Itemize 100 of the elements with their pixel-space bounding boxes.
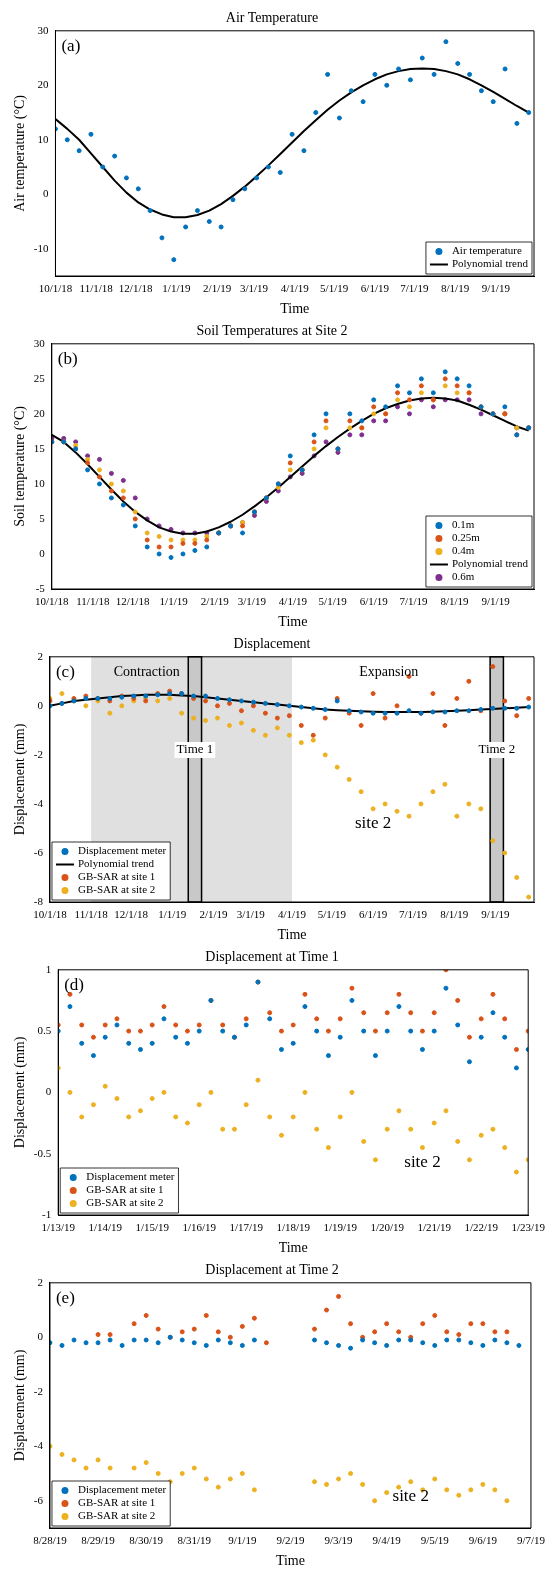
x-tick-label: 1/17/19 <box>229 1221 264 1234</box>
legend-label: 0.25m <box>451 531 481 544</box>
y-tick-label: -1 <box>42 1207 52 1220</box>
x-axis-title: Time <box>278 1240 308 1256</box>
x-tick-label: 1/22/19 <box>464 1221 499 1234</box>
y-tick-label: 0 <box>39 546 46 559</box>
x-tick-label: 3/1/19 <box>239 282 269 295</box>
y-tick-label: -4 <box>33 796 44 809</box>
y-tick-label: 0 <box>45 1085 52 1098</box>
x-tick-label: 6/1/19 <box>360 282 390 295</box>
annotation: (e) <box>55 1288 75 1308</box>
y-tick-label: 20 <box>33 406 46 419</box>
legend-label: GB-SAR at site 2 <box>77 1509 156 1522</box>
x-tick-label: 3/1/19 <box>236 908 266 921</box>
x-tick-label: 5/1/19 <box>318 595 348 608</box>
x-tick-label: 1/13/19 <box>41 1221 76 1234</box>
x-tick-label: 9/1/19 <box>481 282 511 295</box>
y-tick-label: 1 <box>45 962 52 975</box>
x-tick-label: 10/1/18 <box>38 282 73 295</box>
legend-label: 0.4m <box>451 544 475 557</box>
chart-title: Air Temperature <box>225 10 319 26</box>
x-tick-label: 2/1/19 <box>199 908 229 921</box>
x-tick-label: 11/1/18 <box>74 908 109 921</box>
x-tick-label: 4/1/19 <box>280 282 310 295</box>
x-tick-label: 8/29/19 <box>81 1534 116 1547</box>
y-axis-title: Displacement (mm) <box>12 723 29 836</box>
legend-label: GB-SAR at site 1 <box>77 1496 156 1509</box>
y-axis-title: Displacement (mm) <box>12 1349 29 1462</box>
x-tick-label: 11/1/18 <box>76 595 110 608</box>
x-axis-title: Time <box>277 927 307 943</box>
x-tick-label: 6/1/19 <box>359 908 388 921</box>
x-tick-label: 8/30/19 <box>129 1534 164 1547</box>
y-tick-label: 0 <box>37 698 44 711</box>
x-tick-label: 2/1/19 <box>200 595 230 608</box>
legend-label: GB-SAR at site 1 <box>77 870 156 883</box>
chart-title: Displacement <box>233 636 311 652</box>
x-tick-label: 9/5/19 <box>420 1534 450 1547</box>
x-tick-label: 4/1/19 <box>278 595 308 608</box>
legend-label: 0.6m <box>451 570 475 583</box>
legend-label: 0.1m <box>451 518 475 531</box>
y-tick-label: -5 <box>35 581 46 594</box>
y-tick-label: 30 <box>37 23 49 36</box>
y-tick-label: -8 <box>33 894 44 907</box>
legend-label: Air temperature <box>451 244 522 257</box>
y-tick-label: 20 <box>37 78 49 91</box>
legend-label: Polynomial trend <box>77 857 155 870</box>
x-tick-label: 1/16/19 <box>182 1221 217 1234</box>
annotation: (b) <box>57 349 78 369</box>
x-tick-label: 3/1/19 <box>237 595 267 608</box>
legend-label: Displacement meter <box>77 844 167 857</box>
x-tick-label: 9/7/19 <box>516 1534 546 1547</box>
x-tick-label: 9/1/19 <box>481 595 511 608</box>
y-tick-label: 5 <box>39 511 46 524</box>
y-tick-label: -2 <box>33 1384 43 1397</box>
y-tick-label: -6 <box>33 1493 44 1506</box>
legend-label: Displacement meter <box>86 1170 175 1183</box>
x-tick-label: 10/1/18 <box>34 595 70 608</box>
x-tick-label: 8/1/19 <box>440 595 470 608</box>
y-tick-label: 15 <box>33 441 46 454</box>
x-tick-label: 6/1/19 <box>359 595 389 608</box>
x-tick-label: 1/20/19 <box>370 1221 405 1234</box>
band-label: Time 2 <box>478 741 516 757</box>
annotation: Expansion <box>359 664 419 680</box>
x-tick-label: 1/19/19 <box>323 1221 358 1234</box>
x-tick-label: 9/2/19 <box>276 1534 305 1547</box>
y-tick-label: 2 <box>37 649 43 662</box>
y-tick-label: -6 <box>33 845 44 858</box>
x-tick-label: 7/1/19 <box>400 282 429 295</box>
x-tick-label: 7/1/19 <box>399 595 428 608</box>
y-axis-title: Displacement (mm) <box>12 1036 29 1149</box>
x-tick-label: 8/1/19 <box>440 908 469 921</box>
x-tick-label: 12/1/18 <box>118 282 153 295</box>
legend-label: Displacement meter <box>77 1483 167 1496</box>
x-tick-label: 1/1/19 <box>159 595 189 608</box>
x-tick-label: 9/6/19 <box>468 1534 498 1547</box>
y-tick-label: 10 <box>33 476 46 489</box>
legend-label: GB-SAR at site 1 <box>86 1183 164 1196</box>
chart-title: Soil Temperatures at Site 2 <box>196 323 348 339</box>
y-axis-title: Air temperature (°C) <box>12 94 29 212</box>
x-tick-label: 7/1/19 <box>398 908 428 921</box>
legend-label: GB-SAR at site 2 <box>77 883 156 896</box>
chart-title: Displacement at Time 2 <box>205 1262 339 1278</box>
y-axis-title: Soil temperature (°C) <box>12 405 29 527</box>
x-tick-label: 2/1/19 <box>203 282 232 295</box>
y-tick-label: 10 <box>37 132 49 145</box>
x-tick-label: 9/1/19 <box>228 1534 257 1547</box>
x-tick-label: 5/1/19 <box>317 908 347 921</box>
x-tick-label: 12/1/18 <box>115 595 150 608</box>
x-tick-label: 4/1/19 <box>277 908 307 921</box>
x-tick-label: 8/31/19 <box>177 1534 212 1547</box>
x-tick-label: 8/1/19 <box>441 282 470 295</box>
x-tick-label: 5/1/19 <box>320 282 349 295</box>
y-tick-label: 2 <box>37 1275 43 1288</box>
y-tick-label: 30 <box>33 336 46 349</box>
annotation: site 2 <box>354 812 392 832</box>
y-tick-label: -4 <box>33 1439 44 1452</box>
x-tick-label: 11/1/18 <box>79 282 114 295</box>
y-tick-label: -10 <box>33 241 49 254</box>
annotation: (a) <box>61 36 81 56</box>
y-tick-label: 0 <box>37 1330 44 1343</box>
